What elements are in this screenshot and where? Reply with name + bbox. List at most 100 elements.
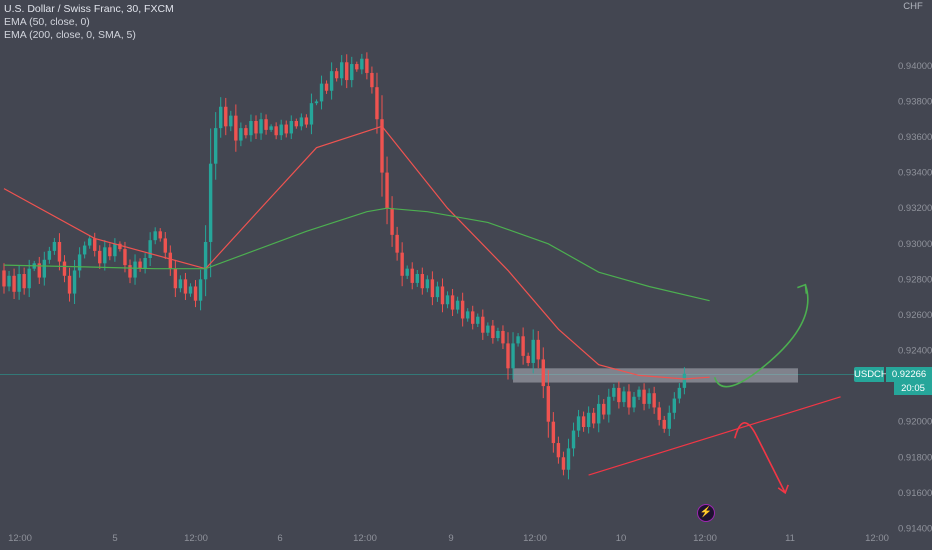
bullish-scenario-arrow[interactable] — [713, 284, 809, 388]
candle[interactable] — [516, 333, 520, 347]
candle[interactable] — [612, 383, 616, 401]
candle[interactable] — [586, 406, 591, 434]
candle[interactable] — [37, 256, 41, 284]
candle[interactable] — [324, 80, 329, 94]
candle[interactable] — [188, 283, 193, 297]
candle[interactable] — [637, 386, 641, 400]
candle[interactable] — [158, 228, 162, 242]
candle[interactable] — [133, 254, 137, 285]
candle[interactable] — [561, 451, 566, 476]
candle[interactable] — [642, 383, 646, 411]
candle[interactable] — [22, 267, 26, 295]
candle[interactable] — [319, 75, 324, 110]
candle[interactable] — [173, 259, 178, 298]
candle[interactable] — [193, 280, 198, 308]
candle[interactable] — [415, 270, 419, 287]
candle[interactable] — [98, 245, 102, 269]
candle[interactable] — [264, 114, 268, 135]
candle[interactable] — [2, 263, 6, 294]
candle[interactable] — [183, 272, 188, 300]
candle[interactable] — [496, 327, 500, 342]
candle[interactable] — [118, 241, 122, 252]
candle[interactable] — [234, 104, 238, 152]
candle[interactable] — [178, 275, 183, 293]
candle[interactable] — [546, 370, 551, 438]
candle[interactable] — [87, 235, 92, 249]
candle[interactable] — [329, 62, 334, 100]
bearish-scenario-arrow[interactable] — [734, 422, 786, 494]
candle[interactable] — [602, 399, 606, 420]
candle[interactable] — [581, 411, 586, 432]
candle[interactable] — [506, 332, 510, 380]
candle[interactable] — [249, 114, 253, 142]
candle[interactable] — [360, 53, 364, 75]
candle[interactable] — [345, 54, 349, 89]
candle[interactable] — [486, 322, 490, 336]
candle[interactable] — [143, 253, 147, 274]
ema200-legend-label[interactable]: EMA (200, close, 0, SMA, 5) — [4, 29, 136, 41]
candle[interactable] — [7, 270, 11, 292]
candle[interactable] — [47, 246, 52, 264]
candle[interactable] — [652, 386, 656, 414]
candle[interactable] — [682, 367, 687, 395]
candle[interactable] — [269, 124, 273, 132]
candle[interactable] — [551, 412, 556, 453]
candle[interactable] — [52, 237, 57, 255]
candle[interactable] — [355, 61, 359, 72]
candle[interactable] — [677, 383, 682, 404]
candle[interactable] — [72, 260, 77, 304]
candle[interactable] — [460, 292, 465, 327]
candle[interactable] — [617, 381, 621, 409]
candle[interactable] — [571, 422, 576, 457]
candle[interactable] — [632, 391, 636, 413]
candle[interactable] — [57, 233, 62, 271]
candle[interactable] — [244, 124, 248, 139]
candle[interactable] — [259, 112, 263, 140]
candle[interactable] — [476, 313, 480, 328]
candle[interactable] — [627, 384, 631, 415]
candle[interactable] — [274, 122, 278, 140]
candle[interactable] — [309, 93, 314, 135]
candle[interactable] — [82, 241, 87, 259]
candle[interactable] — [219, 97, 223, 138]
candle[interactable] — [148, 232, 152, 266]
candle[interactable] — [299, 113, 304, 131]
candle[interactable] — [62, 255, 67, 283]
candle[interactable] — [662, 415, 666, 433]
ema200-line[interactable] — [3, 207, 710, 302]
candle[interactable] — [168, 245, 173, 276]
candle[interactable] — [153, 227, 157, 245]
candle[interactable] — [203, 225, 208, 297]
candle[interactable] — [526, 352, 530, 367]
candle[interactable] — [607, 388, 611, 423]
resistance-zone[interactable] — [513, 368, 798, 383]
candle[interactable] — [400, 242, 404, 287]
candle[interactable] — [279, 119, 283, 141]
candle[interactable] — [410, 262, 414, 290]
candle[interactable] — [390, 196, 394, 247]
candle[interactable] — [284, 120, 288, 138]
candle[interactable] — [128, 259, 132, 284]
candle[interactable] — [657, 401, 661, 426]
candle[interactable] — [536, 331, 540, 369]
candle[interactable] — [213, 112, 218, 180]
candle[interactable] — [425, 275, 430, 293]
candle[interactable] — [541, 347, 545, 399]
candle[interactable] — [304, 114, 309, 128]
candle[interactable] — [430, 271, 435, 306]
candle[interactable] — [113, 238, 117, 262]
candle[interactable] — [501, 325, 505, 350]
candle[interactable] — [93, 232, 97, 257]
candle[interactable] — [576, 409, 581, 437]
candle[interactable] — [314, 99, 319, 106]
candle[interactable] — [350, 56, 354, 88]
candle[interactable] — [375, 72, 379, 134]
candle[interactable] — [491, 320, 495, 344]
candle[interactable] — [566, 438, 571, 480]
candle[interactable] — [67, 267, 72, 302]
candle[interactable] — [435, 281, 440, 302]
candle[interactable] — [440, 278, 445, 313]
candle[interactable] — [521, 327, 525, 365]
